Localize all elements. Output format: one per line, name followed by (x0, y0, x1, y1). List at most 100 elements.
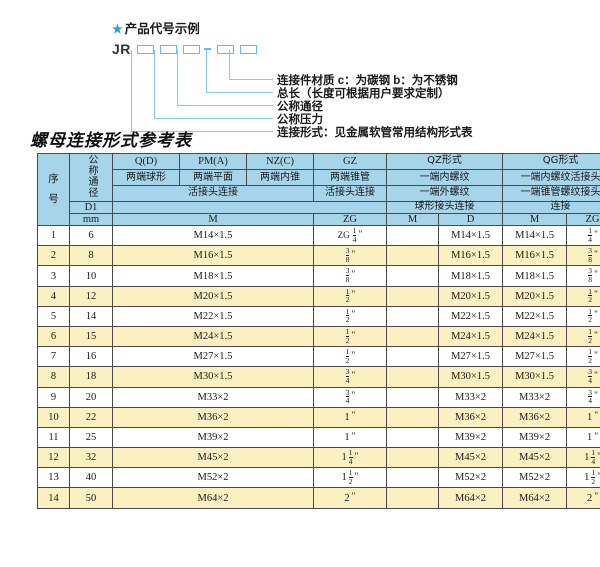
inch-mark: " (593, 229, 598, 240)
inch-mark: " (593, 249, 598, 260)
cell-gz-thread: ZG 1 4 " (313, 225, 387, 247)
cell-qz-m (386, 325, 439, 348)
cell-seq: 12 (37, 447, 70, 469)
seq-char-2: 号 (48, 192, 59, 205)
leader-vline-material (229, 50, 231, 80)
cell-thread-m: M22×1.5 (112, 305, 314, 327)
header-row-codes: 序 号 公称通径 Q(D) PM(A) NZ(C) GZ QZ形式 QG形式 (37, 152, 600, 227)
code-box-1 (136, 44, 154, 54)
conn2-qz: 球形接头连接 (385, 201, 504, 215)
fraction-denominator: 8 (345, 275, 350, 285)
col-header-code-qz: QZ形式 (385, 152, 504, 171)
table-row: 9 20 M33×2 3 4 " M33×2 M33×2 3 4 " (37, 386, 600, 408)
gz-inch-value: 3 8 " (315, 266, 385, 285)
fraction-numerator: 3 (588, 367, 592, 377)
code-dash (203, 48, 211, 50)
cell-nominal-bore: 40 (69, 467, 113, 489)
cell-nominal-bore: 25 (69, 426, 113, 449)
cell-thread-m: M14×1.5 (112, 225, 314, 247)
cell-qz-d: M27×1.5 (437, 346, 504, 368)
gz-inch-value: 1 1 4 " (315, 448, 385, 467)
leader-hline-material (229, 79, 273, 81)
product-code-prefix: JR (112, 41, 131, 57)
cell-qg-zg: 3 8 " (566, 265, 600, 287)
fraction-denominator: 2 (591, 476, 596, 486)
cell-nominal-bore: 20 (69, 386, 113, 408)
callout-total-length: 总长（长度可根据用户要求定制） (277, 88, 450, 100)
thread-standard-prefix: ZG (337, 229, 350, 240)
cell-qg-m: M33×2 (502, 386, 568, 408)
inch-mark: " (351, 330, 356, 341)
col-header-code-gz: GZ (313, 152, 387, 171)
callout-material: 连接件材质 c：为碳钢 b：为不锈钢 (277, 75, 458, 87)
fraction-denominator: 8 (588, 254, 592, 264)
cell-thread-m: M27×1.5 (112, 346, 314, 368)
cell-gz-thread: 1 2 " (313, 325, 387, 348)
cell-qz-m (386, 386, 439, 408)
cell-seq: 9 (37, 386, 70, 408)
diagram-heading-text: 产品代号示例 (124, 22, 200, 36)
cell-thread-m: M39×2 (112, 426, 314, 449)
qg-inch-value: 3 4 " (568, 388, 600, 407)
cell-thread-m: M36×2 (112, 406, 314, 428)
product-code-diagram: ★ 产品代号示例 JR 连接件材质 c：为碳钢 b：为不锈钢 总长（长度可根据用户… (0, 0, 600, 139)
col-header-code-qd: Q(D) (112, 152, 180, 171)
cell-thread-m: M33×2 (112, 386, 314, 408)
cell-qg-zg: 1 4 " (566, 225, 600, 247)
cell-seq: 6 (37, 325, 70, 348)
fraction-numerator: 3 (588, 387, 592, 397)
fraction-numerator: 1 (588, 286, 592, 296)
qg-inch-value: 1 2 " (568, 347, 600, 366)
fraction-numerator: 1 (348, 468, 353, 478)
fraction-denominator: 2 (345, 295, 350, 305)
col-header-seq: 序 号 (37, 152, 70, 227)
fraction-denominator: 4 (591, 456, 596, 466)
inch-integer: 1 (586, 411, 593, 423)
table-row: 11 25 M39×2 1 " M39×2 M39×2 1 " (37, 426, 600, 449)
col-header-code-nzc: NZ(C) (246, 152, 314, 171)
fraction-denominator: 2 (345, 355, 350, 365)
gz-inch-value: ZG 1 4 " (315, 226, 385, 245)
cell-qz-d: M14×1.5 (437, 225, 504, 247)
cell-qz-d: M30×1.5 (437, 366, 504, 388)
inch-integer: 1 (344, 411, 350, 423)
cell-thread-m: M24×1.5 (112, 325, 314, 348)
fraction-numerator: 1 (588, 326, 592, 336)
gz-inch-value: 1 2 " (315, 327, 385, 346)
fraction-denominator: 4 (588, 375, 592, 385)
cell-seq: 4 (37, 285, 70, 307)
inch-mark: " (594, 492, 599, 503)
code-box-4 (216, 44, 234, 54)
fraction-denominator: 8 (345, 254, 350, 264)
cell-qg-zg: 1 2 " (566, 305, 600, 327)
qg-inch-value: 3 8 " (568, 266, 600, 285)
cell-qg-m: M16×1.5 (502, 245, 568, 267)
conn-gz: 活接头连接 (313, 185, 387, 203)
cell-qg-m: M39×2 (502, 426, 568, 449)
fraction-denominator: 4 (348, 456, 353, 466)
seq-char-1: 序 (48, 172, 59, 185)
cell-nominal-bore: 8 (69, 245, 113, 267)
unit-zg-gz: ZG (313, 213, 387, 227)
leader-vline-length (206, 50, 208, 93)
cell-nominal-bore: 32 (69, 447, 113, 469)
cell-seq: 1 (37, 225, 70, 247)
inch-mark: " (594, 411, 599, 422)
gz-inch-value: 3 4 " (315, 388, 385, 407)
inch-integer: 1 (584, 452, 590, 464)
cell-gz-thread: 3 4 " (313, 386, 387, 408)
cell-seq: 7 (37, 346, 70, 368)
cell-qz-m (386, 346, 439, 368)
cell-gz-thread: 1 1 2 " (313, 467, 387, 489)
cell-seq: 5 (37, 305, 70, 327)
leader-vline-conn (131, 50, 133, 132)
